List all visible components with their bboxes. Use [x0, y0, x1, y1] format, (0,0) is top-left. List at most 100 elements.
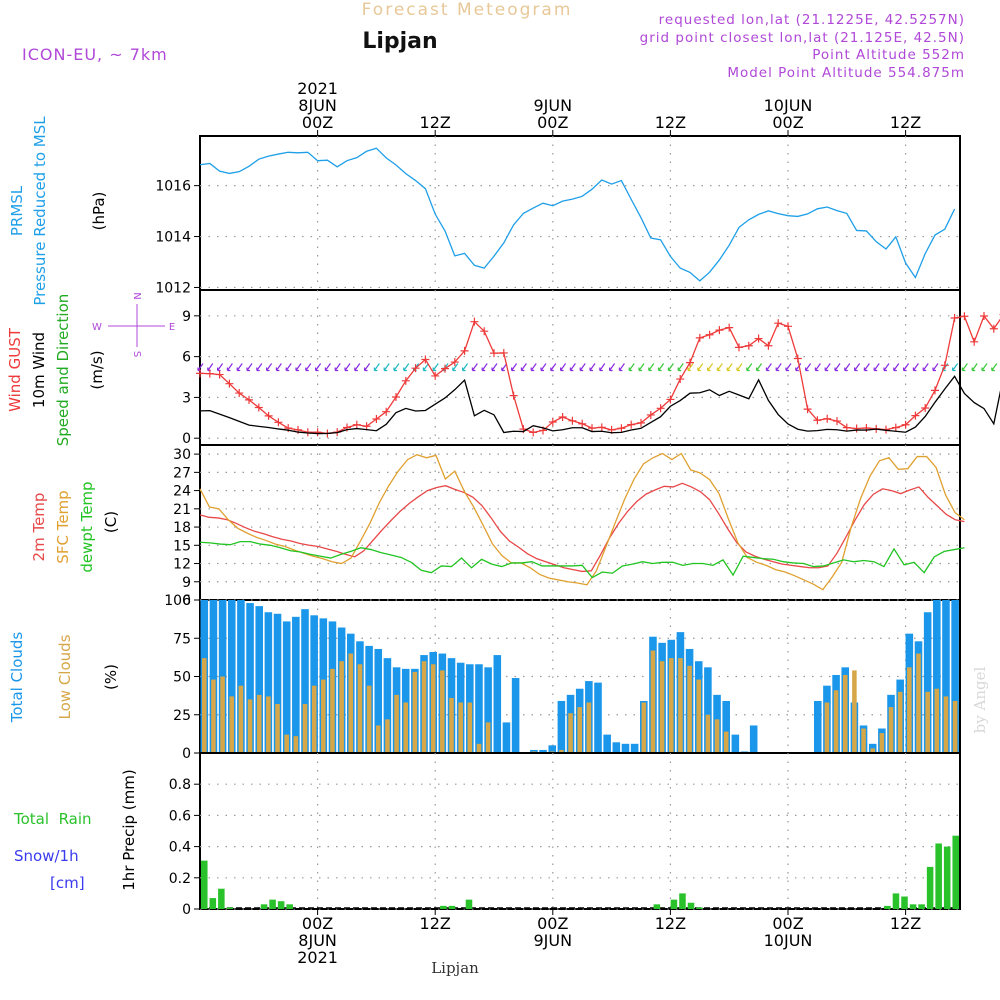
rain-bar: [201, 860, 208, 909]
bottom-time-label: 9JUN: [534, 931, 573, 950]
direction-label: Speed and Direction: [54, 294, 72, 447]
wind-direction-arrow: [462, 363, 469, 372]
low-cloud-bar: [568, 713, 573, 753]
wind-direction-arrow: [226, 363, 233, 372]
wind-direction-arrow: [383, 363, 390, 372]
gust-point: [970, 337, 979, 346]
total-cloud-bar: [310, 615, 318, 753]
wind-direction-arrow: [981, 363, 988, 372]
gust-point: [382, 407, 391, 416]
gust-point: [441, 364, 449, 373]
temperature-yticks: 6 9 12 15 18 21 24 27 30: [173, 447, 200, 609]
gust-point: [803, 405, 812, 414]
low-cloud-bar: [861, 728, 866, 753]
low-cloud-bar: [238, 685, 244, 753]
temperature-ytick-label: 18: [173, 520, 191, 536]
precip-ytick-label: 0.4: [169, 840, 191, 856]
clouds-ytick-label: 75: [173, 631, 191, 647]
low-cloud-bar: [650, 650, 656, 753]
total-cloud-bar: [612, 742, 621, 753]
low-cloud-bar: [202, 658, 207, 753]
total-cloud-bar: [621, 743, 630, 753]
gust-point: [637, 418, 645, 427]
gust-point: [362, 422, 371, 431]
location-title: Lipjan: [362, 29, 437, 54]
gust-point: [372, 415, 381, 424]
top-time-label: 00Z: [537, 113, 568, 132]
wind-direction-arrow: [805, 363, 812, 372]
top-time-label: 00Z: [772, 113, 803, 132]
low-cloud-bar: [211, 679, 216, 753]
wind-ytick-label: 0: [182, 431, 191, 447]
wind-direction-arrow: [324, 363, 331, 372]
low-cloud-bar: [852, 670, 857, 753]
low-cloud-bar: [824, 702, 830, 753]
rain-bar: [670, 899, 678, 909]
total-cloud-bar: [273, 613, 282, 753]
wind-direction-arrow: [560, 363, 567, 372]
gust-point: [196, 369, 204, 378]
rain-bar: [448, 905, 456, 909]
low-cloud-bar: [421, 661, 427, 753]
compass-south: S: [131, 351, 142, 357]
gust-point: [705, 330, 714, 339]
bottom-time-label: 8JUN: [298, 931, 337, 950]
precip-unit: 1hr Precip (mm): [120, 769, 138, 890]
low-cloud-bar: [394, 694, 399, 753]
rain-bar: [679, 893, 686, 909]
wind-direction-arrows: [197, 363, 998, 372]
pressure-marks: [199, 147, 956, 282]
wind-direction-arrow: [609, 363, 616, 372]
gust-point: [695, 333, 704, 342]
compass-rose: N S W E: [92, 292, 175, 357]
total-cloud-bar: [749, 725, 758, 753]
gust-point: [960, 312, 969, 321]
wind-direction-arrow: [628, 363, 635, 372]
low-cloud-bar: [403, 702, 409, 753]
gust-point: [744, 341, 753, 350]
pressure-label-2: Pressure Reduced to MSL: [31, 116, 49, 306]
low-cloud-bar: [952, 700, 958, 753]
wind-direction-arrow: [275, 363, 282, 372]
dewpt-line: [199, 540, 965, 579]
wind-direction-arrow: [540, 363, 547, 372]
wind-direction-arrow: [569, 363, 576, 372]
gust-point: [950, 314, 959, 323]
rain-bar: [465, 899, 473, 909]
low-cloud-bar: [934, 688, 940, 753]
prmsl-ytick-label: 1014: [155, 230, 191, 246]
pressure-line: [199, 147, 956, 282]
precip-ytick-label: 0: [182, 902, 191, 918]
rain-bar: [653, 904, 661, 909]
rain-bar: [909, 904, 917, 909]
pressure-yticks: 1012 1014 1016: [155, 179, 200, 296]
temperature-ytick-label: 9: [182, 575, 191, 591]
precip-ytick-label: 0.8: [169, 777, 191, 793]
gust-point: [529, 428, 538, 437]
gust-point: [431, 371, 440, 380]
low-cloud-bar: [586, 702, 592, 753]
wind-direction-arrow: [579, 363, 586, 372]
temperature-ytick-label: 6: [182, 593, 191, 609]
gust-point: [842, 423, 851, 432]
panels: 1012 1014 1016 PRMSL Pressure Reduced to M…: [6, 116, 1000, 918]
total-cloud-bar: [374, 648, 383, 753]
total-cloud-bar: [493, 655, 502, 753]
rain-bar: [226, 907, 234, 909]
wind-direction-arrow: [295, 363, 302, 372]
prmsl-ytick-label: 1016: [155, 179, 191, 195]
gust-point: [578, 419, 587, 428]
total-cloud-bar: [951, 600, 959, 753]
clouds-ytick-label: 25: [173, 708, 191, 724]
total-cloud-bar: [923, 612, 932, 753]
low-cloud-bar: [266, 696, 271, 753]
low-cloud-bar: [385, 719, 390, 753]
point-altitude: Point Altitude 552m: [812, 47, 965, 63]
wind-direction-arrow: [952, 363, 959, 372]
rain-bar: [943, 846, 951, 909]
wind-direction-arrow: [785, 363, 792, 372]
wind-direction-arrow: [530, 363, 537, 372]
top-time-label: 2021: [297, 79, 338, 98]
